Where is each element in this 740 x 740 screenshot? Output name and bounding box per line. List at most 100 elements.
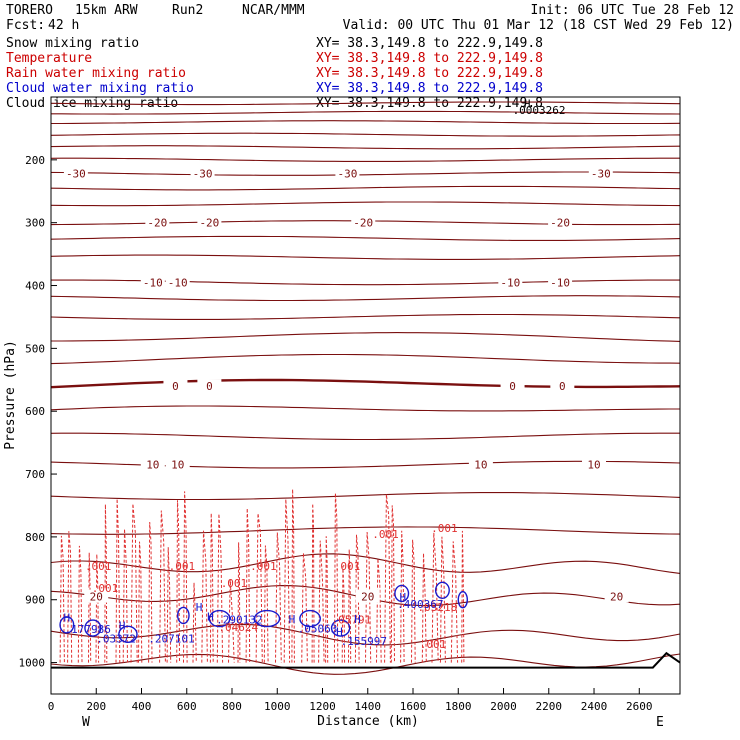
cloud-label: .05063 [298, 622, 338, 635]
y-tick-label: 1000 [19, 657, 46, 670]
isotherm-label-bg [197, 379, 222, 393]
rain-contour [245, 508, 251, 663]
rain-contour [325, 536, 329, 663]
cloud-label: H [196, 601, 203, 614]
rain-contour [283, 499, 291, 663]
rain-label: .05791 [332, 614, 372, 627]
rain-contours [59, 489, 465, 663]
rain-contour [192, 582, 197, 663]
west-label: W [82, 715, 90, 730]
temperature-isotherm [50, 254, 681, 260]
rain-label: .001 [372, 528, 399, 541]
run-name: Run2 [172, 3, 203, 18]
temperature-isotherm [50, 157, 680, 162]
header: TORERO 15km ARW Run2 NCAR/MMM Init: 06 U… [6, 3, 734, 33]
isotherm-label: 0 [172, 380, 179, 393]
isotherm-label-bg [335, 166, 360, 180]
isotherm-label-bg [355, 589, 380, 603]
field-xy-snow: XY= 38.3,149.8 to 222.9,149.8 [316, 36, 543, 51]
rain-label: .001 [250, 560, 277, 573]
isotherm-label: 0 [206, 380, 213, 393]
cloud-label: .400367 [397, 598, 443, 611]
temperature-isotherm [50, 623, 681, 646]
field-name-temperature: Temperature [6, 51, 92, 66]
temperature-isotherm [50, 313, 681, 320]
temperature-isotherm [50, 353, 681, 365]
isotherm-label: -30 [193, 168, 213, 181]
rain-contour [255, 513, 263, 663]
isotherm-label-bg [500, 379, 525, 393]
rain-contour [411, 539, 416, 663]
forecast-hours: 42 h [48, 18, 79, 33]
east-label: E [656, 715, 664, 730]
isotherm-label: -20 [199, 217, 219, 230]
isotherm-label-bg [197, 215, 222, 229]
ice-label: H [524, 98, 531, 111]
valid-time: Valid: 00 UTC Thu 01 Mar 12 (18 CST Wed … [343, 18, 734, 33]
rain-label: .04624 [218, 621, 258, 634]
isotherm-label: 10 [587, 459, 600, 472]
y-tick-label: 600 [25, 405, 45, 418]
isotherm-label-bg [604, 589, 629, 603]
x-tick-label: 1800 [445, 700, 472, 713]
isotherm-label: -20 [550, 217, 570, 230]
temperature-contours [50, 101, 681, 675]
isotherm-label-bg [582, 457, 607, 471]
rain-contour [390, 505, 395, 663]
field-name-cloud-water: Cloud water mixing ratio [6, 81, 194, 96]
rain-contour [115, 498, 121, 663]
temperature-isotherm [51, 120, 681, 125]
isotherm-label-bg [498, 275, 523, 289]
forecast-label: Fcst: [6, 18, 45, 33]
rain-contour [301, 552, 308, 663]
x-tick-label: 1400 [355, 700, 382, 713]
x-tick-label: 0 [48, 700, 55, 713]
rain-label: .001 [420, 638, 447, 651]
isotherm-label-bg [145, 215, 170, 229]
isotherm-label-bg [190, 166, 215, 180]
isotherm-label: -30 [66, 168, 86, 181]
temperature-isotherm [50, 526, 681, 535]
temperature-isotherm [50, 132, 681, 137]
terrain [51, 651, 681, 669]
x-tick-label: 1600 [400, 700, 427, 713]
cloud-label: .290132 [216, 614, 262, 627]
isotherm-label-bg [548, 215, 573, 229]
rain-contour [354, 534, 360, 663]
y-tick-label: 900 [25, 594, 45, 607]
plot-frame [50, 96, 681, 695]
rain-label: .001 [334, 560, 361, 573]
temperature-isotherm [50, 235, 681, 241]
y-tick-label: 300 [25, 217, 45, 230]
x-tick-label: 600 [177, 700, 197, 713]
cloud-label: H [399, 591, 406, 604]
isotherm-label: 10 [171, 459, 184, 472]
organization: NCAR/MMM [242, 3, 305, 18]
temperature-isotherm [50, 405, 680, 412]
cloud-label: H [63, 612, 70, 625]
rain-contour [384, 494, 391, 663]
cloud-label: .207101 [148, 632, 194, 645]
cloud-label: .177986 [65, 623, 111, 636]
isotherm-label-bg [140, 275, 165, 289]
cloud-water-contour [394, 584, 410, 603]
cloud-water-contour [330, 619, 351, 637]
ice-label: .0003262 [513, 104, 566, 117]
isotherm-label: 10 [474, 459, 487, 472]
x-tick-label: 800 [222, 700, 242, 713]
rain-label: .03218 [418, 601, 458, 614]
isotherm-label-bg [548, 275, 573, 289]
rain-contour [450, 541, 459, 663]
rain-contour [176, 500, 180, 663]
rain-label: .001 [92, 582, 119, 595]
rain-label: .001 [169, 560, 196, 573]
rain-contour [104, 504, 108, 663]
temperature-isotherm [50, 171, 681, 176]
isotherm-label: 0 [559, 380, 566, 393]
isotherm-label: -20 [147, 217, 167, 230]
temperature-isotherm [50, 378, 681, 389]
cloud-contours [59, 581, 469, 643]
rain-contour [311, 503, 315, 663]
cloud-water-contour [84, 619, 102, 637]
